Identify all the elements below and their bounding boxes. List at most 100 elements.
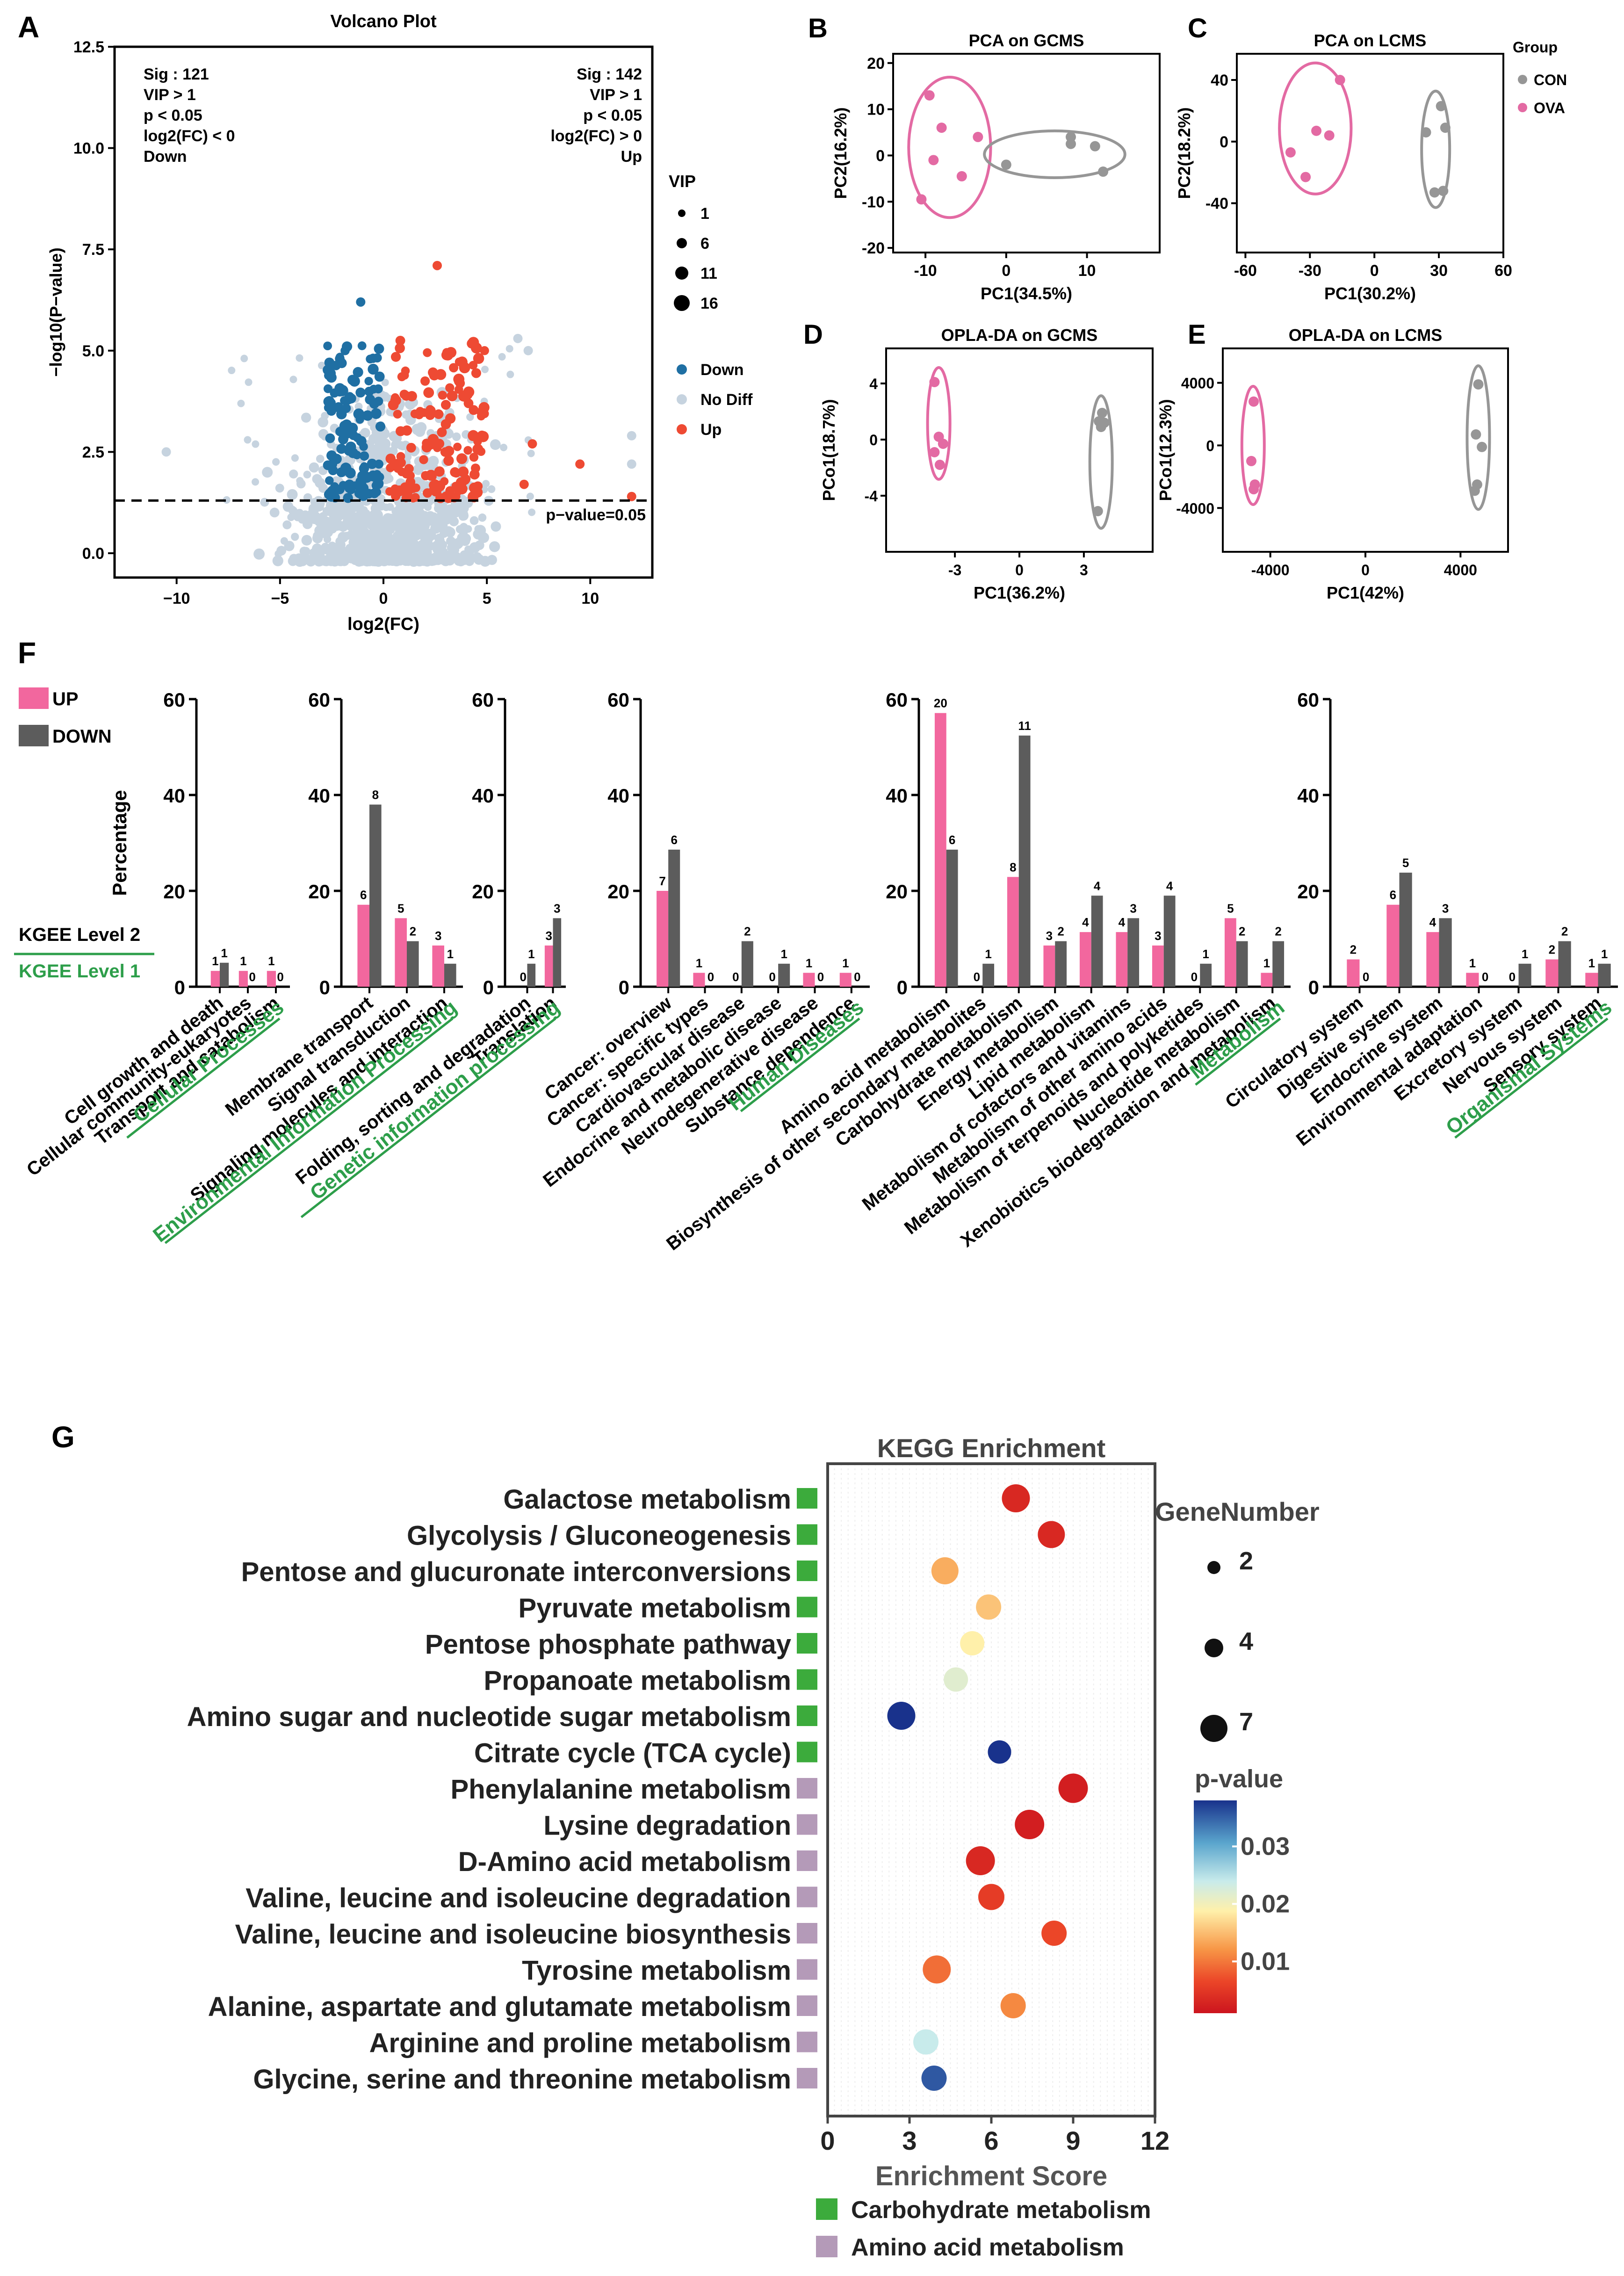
vip-legend-label: 16	[700, 295, 718, 312]
bar-down	[1598, 963, 1611, 987]
point-down	[372, 353, 382, 363]
y-tick-label: 20	[308, 881, 330, 903]
point-nodiff	[260, 498, 269, 507]
plot-frame	[892, 53, 1161, 253]
enrichment-dot	[921, 2066, 947, 2091]
y-tick-label: 4000	[1181, 375, 1214, 392]
bar-down-count: 6	[671, 833, 677, 847]
panel-title: OPLA-DA on GCMS	[941, 325, 1098, 345]
bar-up-count: 4	[1119, 915, 1126, 929]
x-tick-label: 0	[1015, 562, 1024, 578]
vip-legend-title: VIP	[669, 172, 696, 191]
kegg-level-2-label: KGEE Level 2	[19, 925, 140, 945]
bar-up-count: 1	[1588, 956, 1595, 970]
bar-up-count: 8	[1010, 860, 1016, 874]
y-tick-label: -4000	[1176, 500, 1214, 517]
pathway-class-swatch	[797, 1959, 817, 1980]
point-down	[332, 403, 341, 412]
y-tick-label: 60	[607, 689, 629, 711]
pathway-label: Propanoate metabolism	[484, 1666, 791, 1696]
y-tick-label: 0	[876, 147, 885, 165]
bar-up-count: 3	[1155, 929, 1161, 943]
point-nodiff	[275, 484, 284, 493]
bar-down-count: 3	[554, 901, 560, 915]
point-down	[339, 420, 350, 431]
point-up	[455, 378, 465, 388]
pathway-label: Glycolysis / Gluconeogenesis	[407, 1521, 791, 1551]
bar-up-count: 0	[974, 970, 980, 984]
point-nodiff	[328, 524, 337, 534]
point-nodiff	[334, 500, 345, 511]
bar-up-count: 5	[1227, 901, 1234, 915]
size-legend-label: 2	[1239, 1547, 1253, 1575]
point-ova	[936, 123, 947, 133]
point-nodiff	[291, 454, 299, 462]
x-axis-label: PC1(36.2%)	[974, 583, 1065, 602]
pathway-label: Tyrosine metabolism	[522, 1956, 791, 1986]
point-nodiff	[289, 376, 297, 383]
point-down	[328, 465, 338, 476]
point-up	[433, 260, 442, 270]
point-down	[374, 384, 383, 394]
point-nodiff	[386, 525, 395, 535]
point-nodiff	[416, 516, 424, 525]
legend-label: UP	[52, 689, 79, 709]
level1-underline	[126, 1018, 281, 1139]
y-tick-label: 40	[472, 785, 494, 807]
enrichment-dot	[1041, 1921, 1067, 1946]
confidence-ellipse-con	[1420, 89, 1451, 209]
point-nodiff	[305, 556, 316, 567]
point-nodiff	[240, 354, 248, 362]
down-points	[323, 341, 386, 503]
point-nodiff	[310, 512, 321, 521]
bar-down-count: 3	[1130, 901, 1136, 915]
y-tick-label: 0	[174, 976, 185, 998]
bar-down-count: 0	[817, 970, 824, 984]
bar-up-count: 4	[1429, 915, 1436, 929]
point-nodiff	[403, 556, 413, 566]
point-up	[426, 405, 435, 414]
point-up	[440, 419, 451, 429]
class-legend-label: Down	[700, 361, 744, 379]
vip-legend-label: 6	[700, 235, 709, 253]
point-nodiff	[385, 515, 395, 524]
bar-down	[1439, 918, 1452, 987]
x-tick-label: 0	[1002, 262, 1010, 280]
point-up	[443, 446, 455, 456]
point-nodiff	[331, 511, 342, 521]
point-down	[334, 383, 346, 394]
bar-up	[1386, 904, 1400, 987]
point-nodiff	[296, 510, 304, 519]
x-tick-label: 9	[1066, 2126, 1080, 2155]
point-ova	[1300, 172, 1311, 182]
point-up	[393, 410, 402, 419]
point-nodiff	[374, 435, 384, 446]
point-up	[434, 480, 446, 491]
bar-up	[1224, 918, 1236, 987]
vip-legend-dot	[674, 295, 690, 311]
pathway-class-swatch	[797, 1633, 817, 1654]
point-nodiff	[487, 555, 497, 565]
y-tick-label: 20	[163, 881, 185, 903]
point-con	[1469, 485, 1480, 496]
y-axis-label: PCo1(12.3%)	[1156, 399, 1175, 501]
plot-frame	[1236, 53, 1504, 253]
point-up	[473, 437, 482, 446]
vip-legend-label: 11	[700, 265, 717, 282]
point-nodiff	[301, 535, 312, 546]
bar-up	[839, 973, 852, 987]
point-nodiff	[443, 507, 451, 516]
panel-c-pca-lcms: PCA on LCMS -60 -30 0 30 60 40 0 -40 PC1(30.2%) PC…	[1175, 31, 1567, 303]
point-down	[374, 459, 384, 469]
point-nodiff	[346, 523, 354, 531]
pathway-label: Galactose metabolism	[503, 1484, 791, 1515]
bar-up	[395, 918, 407, 987]
bar-up	[1585, 973, 1598, 987]
panel-title: OPLA-DA on LCMS	[1289, 325, 1443, 345]
point-nodiff	[291, 533, 299, 541]
point-up	[400, 482, 411, 493]
vip-legend-label: 1	[700, 205, 709, 223]
point-nodiff	[489, 541, 500, 552]
point-nodiff	[304, 517, 313, 526]
